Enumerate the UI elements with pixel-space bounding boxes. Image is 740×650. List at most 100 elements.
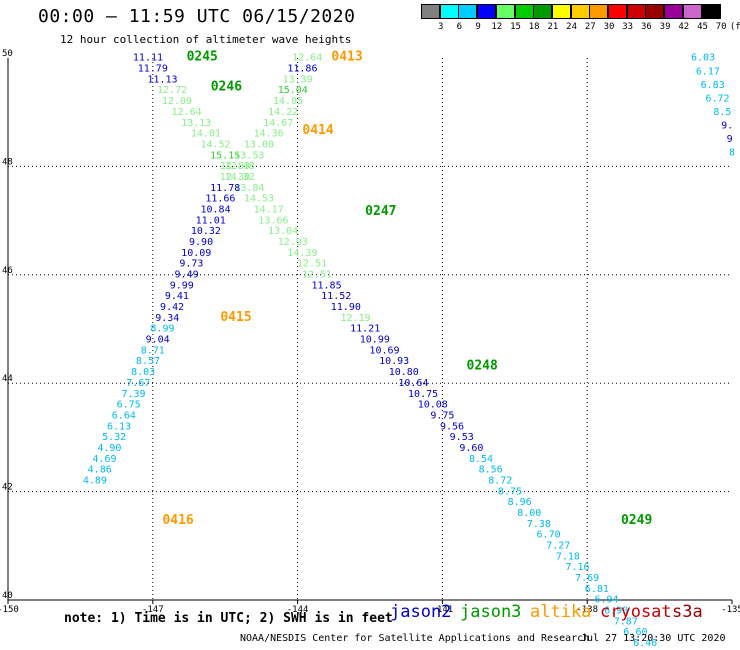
- wave-height-label: 12.48: [225, 161, 255, 172]
- wave-height-label: 6.75: [117, 400, 141, 411]
- wave-height-label: 5.32: [102, 432, 126, 443]
- wave-height-label: 9.: [721, 120, 733, 131]
- colorbar-swatch: [701, 4, 721, 19]
- wave-height-label: 13.84: [234, 183, 264, 194]
- axes: -150 -147 -144 -141 -138 -135 40 42 44 46 48 50: [0, 49, 740, 615]
- colorbar-label: 42: [678, 22, 690, 32]
- wave-height-label: 13.39: [283, 74, 313, 85]
- satellite-name-cryosat: cryosat: [600, 602, 672, 622]
- wave-height-label: 8: [729, 148, 735, 159]
- wave-height-label: 7.38: [527, 519, 551, 530]
- wave-height-label: 8.54: [469, 454, 493, 465]
- wave-height-label: 13.53: [234, 150, 264, 161]
- wave-height-label: 14.22: [268, 107, 298, 118]
- wave-height-label: 6.64: [112, 410, 136, 421]
- pass-labels: 0245 0246 0413 0414 0247 0415 0248 0416 0249: [162, 50, 652, 528]
- wave-height-label: 6.60: [623, 627, 647, 638]
- colorbar-swatch: [495, 4, 515, 19]
- wave-height-label: 9.53: [450, 432, 474, 443]
- colorbar-label: 21: [547, 22, 559, 32]
- pass-number-label: 0414: [302, 123, 333, 138]
- wave-height-label: 12.51: [297, 259, 327, 270]
- wave-height-label: 10.93: [379, 356, 409, 367]
- wave-height-label: 6.70: [537, 530, 561, 541]
- pass-number-label: 0416: [162, 513, 193, 528]
- wave-height-label: 15.15: [210, 150, 240, 161]
- colorbar-label: 15: [510, 22, 521, 32]
- wave-height-label: 9.49: [175, 270, 199, 281]
- x-tick-label: -141: [432, 605, 454, 615]
- wave-height-label: 9.56: [440, 421, 464, 432]
- pass-number-label: 0413: [331, 50, 362, 65]
- wave-height-label: 12.19: [340, 313, 370, 324]
- credit-line: NOAA/NESDIS Center for Satellite Applica…: [240, 633, 590, 644]
- pass-number-label: 0245: [187, 50, 218, 65]
- x-tick-label: -150: [0, 605, 19, 615]
- colorbar-swatch: [421, 4, 440, 19]
- colorbar-swatch: [589, 4, 609, 19]
- colorbar-swatch: [570, 4, 590, 19]
- colorbar-label: 18: [528, 22, 540, 32]
- wave-height-label: 13.04: [268, 226, 298, 237]
- colorbar-label: 12: [491, 22, 503, 32]
- generated-timestamp: Jul 27 13:20:30 UTC 2020: [581, 633, 726, 644]
- wave-height-label: 14.83: [220, 161, 250, 172]
- wave-height-label: 9.90: [189, 237, 213, 248]
- wave-height-label: 7.18: [556, 551, 580, 562]
- wave-height-label: 6.10: [643, 649, 667, 650]
- footnote: note: 1) Time is in UTC; 2) SWH is in fe…: [64, 611, 393, 626]
- wave-height-label: 8.96: [508, 497, 532, 508]
- wave-height-label: 7.27: [546, 541, 570, 552]
- colorbar-swatch: [664, 4, 684, 19]
- wave-height-label: 11.11: [133, 53, 163, 64]
- colorbar-swatch: [682, 4, 702, 19]
- wave-height-label: 13.00: [244, 139, 274, 150]
- wave-height-label: 8.71: [141, 345, 165, 356]
- wave-height-label: 12.72: [157, 85, 187, 96]
- wave-height-label: 9.75: [430, 410, 454, 421]
- colorbar-swatch: [439, 4, 459, 19]
- wave-height-label: 14.05: [273, 96, 303, 107]
- wave-height-label: 7.39: [121, 389, 145, 400]
- x-tick-label: -138: [576, 605, 598, 615]
- wave-height-label: 6.90: [604, 606, 628, 617]
- wave-height-label: 4.90: [97, 443, 121, 454]
- wave-height-label: 13.66: [258, 215, 288, 226]
- wave-height-label: 14.36: [254, 129, 284, 140]
- wave-height-label: 4.69: [92, 454, 116, 465]
- wave-height-label: 9.60: [459, 443, 483, 454]
- y-tick-label: 46: [2, 266, 13, 276]
- wave-height-label: 11.78: [210, 183, 240, 194]
- colorbar-label: (ft): [729, 22, 740, 32]
- colorbar-swatch: [514, 4, 534, 19]
- wave-height-label: 12.64: [292, 53, 322, 64]
- wave-height-label: 4.86: [88, 465, 112, 476]
- y-tick-label: 50: [2, 49, 13, 59]
- colorbar-label: 6: [456, 22, 463, 32]
- wave-height-label: 14.39: [287, 248, 317, 259]
- wave-height-label: 8.56: [479, 465, 503, 476]
- wave-height-label: 9.99: [170, 280, 194, 291]
- wave-height-label: 6.72: [705, 93, 729, 104]
- wave-height-label: 8.00: [517, 508, 541, 519]
- wave-height-label: 4.89: [83, 475, 107, 486]
- wave-height-label: 6.81: [585, 584, 609, 595]
- colorbar-label: 3: [437, 22, 444, 32]
- wave-height-label: 12.51: [302, 270, 332, 281]
- wave-height-label: 7.87: [614, 616, 638, 627]
- y-tick-label: 40: [2, 591, 13, 601]
- wave-height-label: 11.86: [287, 64, 317, 75]
- wave-height-label: 10.08: [418, 400, 448, 411]
- colorbar-swatch: [551, 4, 571, 19]
- wave-height-label: 13.13: [181, 118, 211, 129]
- colorbar-label: 33: [622, 22, 634, 32]
- colorbar-swatch: [458, 4, 478, 19]
- wave-height-label: 12.30: [220, 172, 250, 183]
- wave-height-label: 10.09: [181, 248, 211, 259]
- satellite-name-s3a: s3a: [672, 602, 703, 622]
- wave-height-label: 14.01: [191, 129, 221, 140]
- wave-height-label: 7.69: [575, 573, 599, 584]
- map-subtitle: 12 hour collection of altimeter wave hei…: [60, 33, 352, 46]
